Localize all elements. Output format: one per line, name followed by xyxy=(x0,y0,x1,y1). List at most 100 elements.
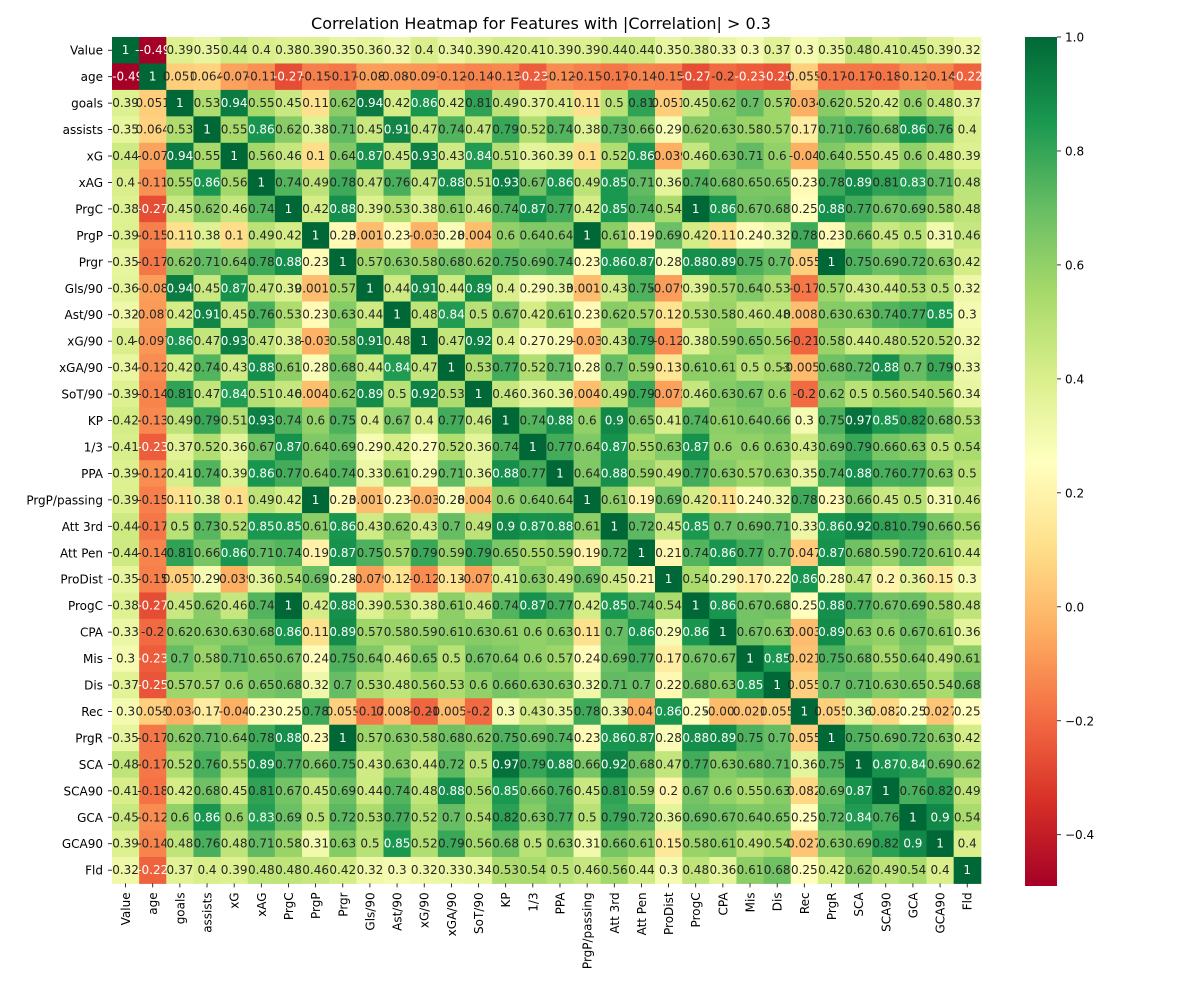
cell-value-label: 0.63 xyxy=(384,731,411,745)
heatmap-cell xyxy=(655,89,683,117)
cell-value-label: 0.5 xyxy=(578,810,597,824)
heatmap-cell xyxy=(437,275,466,302)
cell-value-label: 0.7 xyxy=(632,678,651,692)
cell-value-label: 0.64 xyxy=(574,440,601,454)
cell-value-label: 0.25 xyxy=(954,704,981,718)
cell-value-label: 1 xyxy=(176,96,184,110)
heatmap-cell xyxy=(383,275,412,302)
cell-value-label: 0.65 xyxy=(628,414,655,428)
cell-value-label: -0.039 xyxy=(649,149,688,163)
cell-value-label: 0.39 xyxy=(112,96,139,110)
heatmap-cell xyxy=(247,222,276,250)
cell-value-label: 0.68 xyxy=(329,361,356,375)
cell-value-label: 0.12 xyxy=(655,308,682,322)
cell-value-label: 0.59 xyxy=(411,625,438,639)
heatmap-cell xyxy=(437,222,466,250)
cell-value-label: 0.54 xyxy=(900,387,927,401)
colorbar-gradient xyxy=(1025,37,1057,886)
colorbar-tick-label: 0.2 xyxy=(1065,486,1084,500)
cell-value-label: 0.87 xyxy=(519,519,546,533)
heatmap-cell xyxy=(492,116,520,144)
cell-value-label: 0.79 xyxy=(438,837,465,851)
cell-value-label: 0.94 xyxy=(357,96,384,110)
cell-value-label: 0.85 xyxy=(384,837,411,851)
heatmap-cell xyxy=(953,116,982,144)
cell-value-label: 0.81 xyxy=(601,784,628,798)
heatmap-cell xyxy=(193,89,222,117)
heatmap-cell xyxy=(519,380,547,408)
heatmap-cell xyxy=(220,275,249,302)
cell-value-label: 0.57 xyxy=(628,308,655,322)
cell-value-label: 0.67 xyxy=(492,308,519,322)
cell-value-label: 0.62 xyxy=(329,387,356,401)
cell-value-label: 0.44 xyxy=(872,281,899,295)
cell-value-label: 0.5 xyxy=(442,652,461,666)
heatmap-cell xyxy=(274,301,303,329)
cell-value-label: 0.79 xyxy=(927,361,954,375)
cell-value-label: 0.51 xyxy=(221,414,248,428)
heatmap-cell xyxy=(682,169,710,197)
heatmap-cell xyxy=(329,354,357,382)
cell-value-label: 0.69 xyxy=(275,810,302,824)
cell-value-label: 0.58 xyxy=(329,334,356,348)
heatmap-cell xyxy=(139,327,167,355)
cell-value-label: 0.75 xyxy=(357,546,384,560)
cell-value-label: 0.7 xyxy=(333,678,352,692)
cell-value-label: 0.7 xyxy=(822,678,841,692)
cell-value-label: 0.055 xyxy=(760,704,794,718)
heatmap-cell xyxy=(356,89,384,117)
heatmap-cell xyxy=(492,248,520,276)
heatmap-cell xyxy=(600,142,629,170)
cell-value-label: 0.39 xyxy=(167,43,194,57)
heatmap-cell xyxy=(166,37,194,64)
cell-value-label: 0.54 xyxy=(465,810,492,824)
cell-value-label: 0.42 xyxy=(519,308,546,322)
heatmap-cell xyxy=(845,380,873,408)
cell-value-label: -0.072 xyxy=(649,387,688,401)
heatmap-cell xyxy=(790,275,819,302)
heatmap-cell xyxy=(736,169,765,197)
cell-value-label: 0.79 xyxy=(465,546,492,560)
cell-value-label: 0.86 xyxy=(818,519,845,533)
cell-value-label: 0.7 xyxy=(605,625,624,639)
cell-value-label: 0.47 xyxy=(438,334,465,348)
heatmap-cell xyxy=(519,354,547,382)
cell-value-label: 0.082 xyxy=(787,784,821,798)
heatmap-cell xyxy=(573,222,602,250)
cell-value-label: 0.69 xyxy=(655,493,682,507)
cell-value-label: 0.89 xyxy=(248,757,275,771)
cell-value-label: 0.67 xyxy=(872,202,899,216)
heatmap-cell xyxy=(573,301,602,329)
cell-value-label: 0.4 xyxy=(496,281,515,295)
cell-value-label: 0.87 xyxy=(845,784,872,798)
heatmap-cell xyxy=(926,327,955,355)
cell-value-label: 0.44 xyxy=(954,546,981,560)
heatmap-cell xyxy=(627,301,656,329)
heatmap-cell xyxy=(274,380,303,408)
cell-value-label: 0.61 xyxy=(438,599,465,613)
cell-value-label: 0.36 xyxy=(710,863,737,877)
heatmap-cell xyxy=(709,37,737,64)
cell-value-label: 0.39 xyxy=(112,387,139,401)
cell-value-label: 0.62 xyxy=(275,123,302,137)
y-tick-label: assists xyxy=(63,123,103,137)
cell-value-label: 0.23 xyxy=(329,228,356,242)
cell-value-label: 0.4 xyxy=(415,414,434,428)
heatmap-cell xyxy=(546,248,575,276)
cell-value-label: 0.37 xyxy=(764,43,791,57)
cell-value-label: 0.86 xyxy=(411,96,438,110)
heatmap-cell xyxy=(247,169,276,197)
cell-value-label: 0.41 xyxy=(167,466,194,480)
cell-value-label: 0.46 xyxy=(682,149,709,163)
heatmap-cell xyxy=(682,89,710,117)
y-tick-labels: ValueagegoalsassistsxGxAGPrgCPrgPPrgrGls… xyxy=(26,44,112,878)
heatmap-cell xyxy=(356,116,384,144)
heatmap-cell xyxy=(655,169,683,197)
cell-value-label: 0.58 xyxy=(710,308,737,322)
cell-value-label: 0.48 xyxy=(384,678,411,692)
heatmap-cell xyxy=(464,63,493,91)
cell-value-label: 0.65 xyxy=(737,175,764,189)
heatmap-cell xyxy=(872,169,900,197)
heatmap-cell xyxy=(166,142,194,170)
cell-value-label: 0.45 xyxy=(167,202,194,216)
